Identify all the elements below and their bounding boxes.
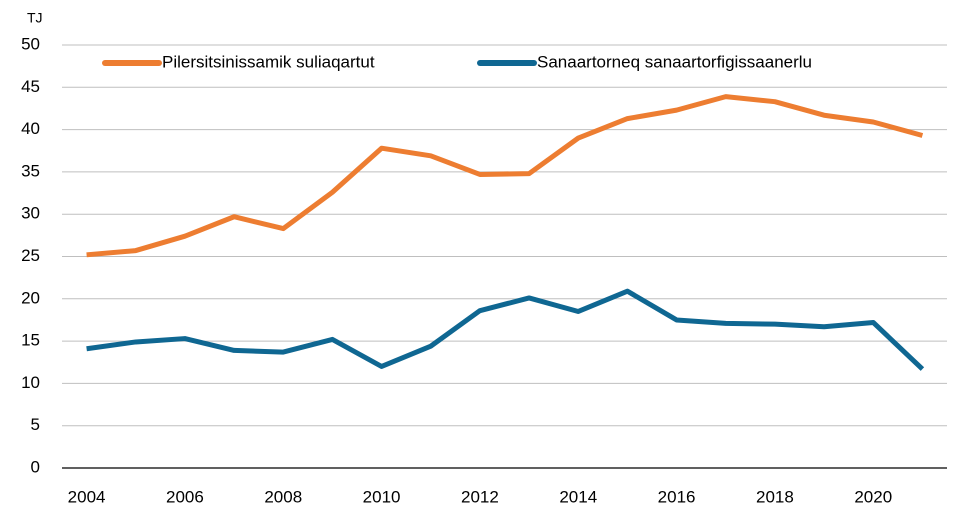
y-tick-label: 45 (21, 77, 40, 96)
y-tick-label: 0 (31, 457, 40, 476)
x-tick-label: 2020 (854, 487, 892, 506)
y-tick-label: 40 (21, 119, 40, 138)
x-tick-label: 2004 (68, 487, 106, 506)
y-axis-label: TJ (27, 10, 43, 26)
series-line (86, 288, 925, 371)
y-tick-label: 20 (21, 288, 40, 307)
y-tick-label: 10 (21, 373, 40, 392)
x-tick-label: 2008 (264, 487, 302, 506)
y-tick-label: 15 (21, 331, 40, 350)
legend-label: Pilersitsinissamik suliaqartut (162, 52, 375, 71)
x-tick-label: 2006 (166, 487, 204, 506)
y-tick-label: 50 (21, 34, 40, 53)
x-tick-label: 2010 (363, 487, 401, 506)
y-tick-label: 35 (21, 161, 40, 180)
y-tick-label: 5 (31, 415, 40, 434)
x-tick-label: 2018 (756, 487, 794, 506)
x-tick-label: 2012 (461, 487, 499, 506)
series-line (86, 94, 924, 258)
y-tick-label: 30 (21, 204, 40, 223)
x-tick-label: 2014 (559, 487, 597, 506)
y-tick-label: 25 (21, 246, 40, 265)
x-tick-label: 2016 (658, 487, 696, 506)
legend-label: Sanaartorneq sanaartorfigissaanerlu (537, 52, 812, 71)
